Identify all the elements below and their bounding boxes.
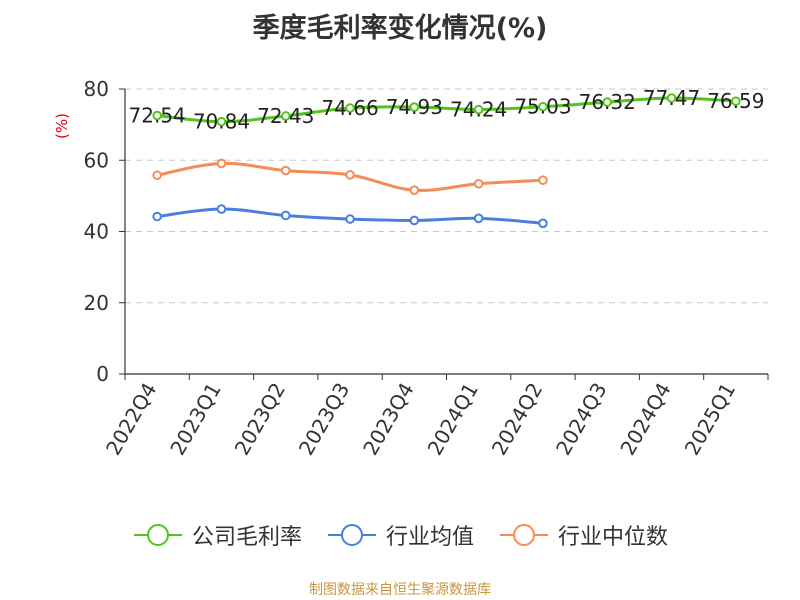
series-line-0 — [157, 96, 736, 124]
data-label-2: 72.43 — [257, 104, 314, 128]
data-point-0-1 — [216, 116, 227, 127]
x-tick-label-2023Q3: 2023Q3 — [294, 379, 354, 460]
legend-item-2[interactable]: 行业中位数 — [498, 519, 668, 551]
x-tick-label-2023Q2: 2023Q2 — [230, 379, 290, 460]
data-point-1-3 — [345, 214, 355, 224]
data-point-0-9 — [731, 96, 741, 106]
y-tick-label-0: 0 — [96, 362, 109, 386]
data-point-1-6 — [538, 218, 548, 229]
x-tick-label-2025Q1: 2025Q1 — [680, 379, 740, 460]
x-tick-label-2023Q1: 2023Q1 — [165, 379, 225, 460]
legend-label-2: 行业中位数 — [558, 525, 669, 550]
data-point-0-8 — [666, 93, 677, 103]
data-label-4: 74.93 — [386, 95, 443, 119]
data-labels: 72.54 70.84 72.43 74.66 74.93 74.24 75.03 76.32… — [129, 86, 765, 134]
x-tick-label-2024Q1: 2024Q1 — [423, 379, 483, 460]
series-0 — [152, 93, 741, 127]
legend-circle-1 — [340, 524, 363, 546]
legend: 公司毛利率 行业均值 行业中位数 — [0, 519, 800, 551]
series-1 — [152, 204, 548, 229]
data-label-3: 74.66 — [321, 96, 378, 120]
x-tick-label-2024Q2: 2024Q2 — [487, 379, 547, 460]
data-point-0-3 — [345, 103, 355, 113]
data-label-5: 74.24 — [450, 98, 507, 122]
legend-marker-0 — [133, 524, 182, 546]
data-point-2-4 — [409, 185, 420, 195]
data-point-2-3 — [345, 170, 355, 180]
series-layer — [152, 93, 741, 229]
y-tick-label-40: 40 — [84, 220, 109, 244]
legend-circle-0 — [146, 524, 169, 546]
y-tick-label-20: 20 — [84, 291, 109, 315]
data-point-2-0 — [152, 170, 162, 181]
data-point-1-4 — [409, 215, 420, 226]
grid-lines — [125, 88, 768, 304]
data-point-2-2 — [280, 165, 291, 176]
data-point-1-1 — [216, 204, 227, 214]
data-point-2-5 — [473, 178, 484, 189]
data-label-7: 76.32 — [579, 90, 636, 114]
data-point-2-6 — [538, 175, 548, 185]
data-label-0: 72.54 — [129, 104, 186, 128]
data-point-0-7 — [602, 97, 613, 107]
y-tick-label-60: 60 — [84, 148, 109, 172]
legend-circle-2 — [513, 524, 535, 546]
data-point-1-2 — [280, 210, 291, 221]
legend-item-0[interactable]: 公司毛利率 — [132, 519, 302, 551]
data-point-1-0 — [152, 211, 162, 222]
series-2 — [152, 158, 548, 195]
y-axis-unit-label: (%) — [53, 113, 71, 139]
data-label-8: 77.47 — [643, 86, 700, 110]
x-tick-label-2022Q4: 2022Q4 — [101, 379, 161, 460]
legend-label-1: 行业均值 — [385, 525, 474, 550]
data-point-1-5 — [473, 213, 484, 224]
data-point-0-5 — [473, 104, 484, 115]
legend-item-1[interactable]: 行业均值 — [326, 519, 474, 551]
data-label-1: 70.84 — [193, 110, 250, 134]
data-point-0-6 — [538, 101, 548, 112]
data-label-9: 76.59 — [707, 89, 764, 113]
data-label-6: 75.03 — [514, 95, 571, 119]
data-point-0-2 — [280, 111, 291, 121]
x-tick-label-2023Q4: 2023Q4 — [358, 379, 418, 460]
data-point-0-0 — [152, 110, 162, 121]
legend-marker-1 — [327, 524, 376, 546]
legend-label-0: 公司毛利率 — [191, 525, 302, 550]
legend-marker-2 — [500, 524, 548, 546]
data-point-2-1 — [216, 158, 227, 169]
chart-title: 季度毛利率变化情况(%) — [252, 13, 548, 44]
source-note: 制图数据来自恒生聚源数据库 — [309, 582, 491, 598]
x-tick-label-2024Q3: 2024Q3 — [551, 379, 611, 460]
data-point-0-4 — [409, 102, 420, 112]
x-tick-label-2024Q4: 2024Q4 — [615, 379, 675, 460]
y-tick-label-80: 80 — [84, 77, 109, 101]
